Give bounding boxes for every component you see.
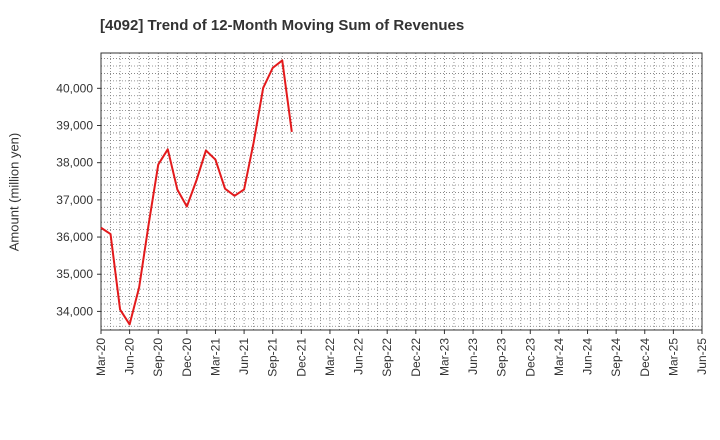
x-tick-label: Mar-23 (437, 338, 451, 376)
y-tick-label: 38,000 (56, 156, 93, 170)
x-tick-label: Mar-22 (323, 338, 337, 376)
x-tick-label: Sep-24 (609, 338, 623, 377)
x-tick-label: Sep-23 (495, 338, 509, 377)
x-tick-label: Dec-24 (638, 338, 652, 377)
x-tick-label: Jun-23 (466, 338, 480, 375)
x-tick-label: Jun-22 (352, 338, 366, 375)
x-tick-label: Jun-24 (581, 338, 595, 375)
x-tick-label: Jun-25 (695, 338, 709, 375)
x-tick-label: Mar-20 (94, 338, 108, 376)
x-tick-label: Sep-21 (266, 338, 280, 377)
x-tick-label: Dec-22 (409, 338, 423, 377)
y-tick-label: 34,000 (56, 304, 93, 318)
x-tick-label: Jun-20 (123, 338, 137, 375)
x-tick-label: Mar-21 (208, 338, 222, 376)
x-tick-label: Jun-21 (237, 338, 251, 375)
y-tick-label: 40,000 (56, 81, 93, 95)
x-tick-label: Dec-21 (294, 338, 308, 377)
chart-title: [4092] Trend of 12-Month Moving Sum of R… (100, 17, 465, 34)
y-tick-label: 39,000 (56, 119, 93, 133)
x-tick-label: Sep-20 (151, 338, 165, 377)
y-tick-label: 37,000 (56, 193, 93, 207)
x-tick-label: Sep-22 (380, 338, 394, 377)
y-tick-label: 36,000 (56, 230, 93, 244)
x-tick-label: Dec-23 (523, 338, 537, 377)
x-tick-label: Mar-24 (552, 338, 566, 376)
x-tick-label: Dec-20 (180, 338, 194, 377)
y-tick-label: 35,000 (56, 267, 93, 281)
series-line (100, 59, 293, 326)
x-tick-label: Mar-25 (666, 338, 680, 376)
plot-frame (100, 52, 703, 331)
